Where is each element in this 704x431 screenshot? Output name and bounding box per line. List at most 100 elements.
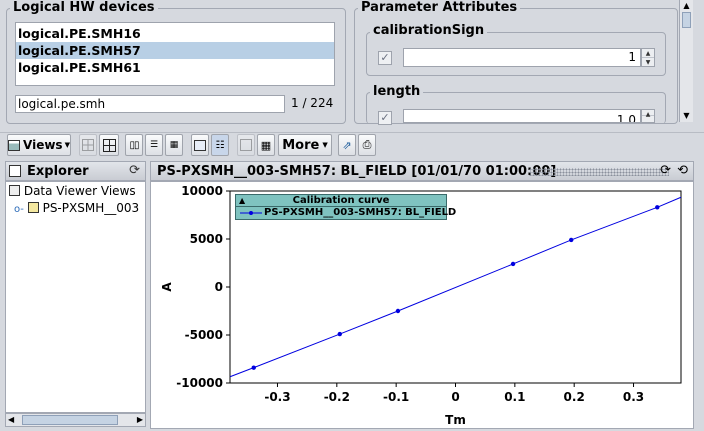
chart-area: -10000 -5000 0 5000 10000 -0.3 -0.2 -0.1 0 0.1 0.2…	[150, 181, 694, 429]
data-point	[337, 331, 342, 337]
y-tick-label: -5000	[185, 328, 223, 342]
calibration-chart[interactable]: -10000 -5000 0 5000 10000 -0.3 -0.2 -0.1 0 0.1 0.2…	[151, 182, 693, 428]
hw-device-list[interactable]: logical.PE.SMH16 logical.PE.SMH57 logica…	[15, 22, 335, 86]
y-axis-label: A	[160, 282, 174, 292]
tree-folder-icon	[9, 185, 20, 196]
legend-entry: PS-PXSMH__003-SMH57: BL_FIELD	[236, 207, 456, 219]
param-name: calibrationSign	[370, 23, 488, 38]
legend-title: Calibration curve	[292, 195, 390, 206]
param-value-field[interactable]: 1.0	[403, 109, 641, 123]
tree-node-label: PS-PXSMH__003	[42, 201, 140, 215]
scroll-thumb[interactable]	[682, 12, 691, 28]
split-grid-icon	[102, 138, 116, 152]
views-icon	[8, 139, 21, 151]
grid-layout-button[interactable]	[79, 134, 97, 156]
x-tick-label: 0	[451, 390, 459, 404]
list-view-button[interactable]: ☷	[211, 134, 229, 156]
x-tick-label: -0.3	[264, 390, 290, 404]
scroll-left-icon[interactable]: ◀	[8, 415, 15, 424]
param-group-calibration-sign	[366, 32, 666, 76]
data-point	[569, 237, 574, 243]
tiles-icon: ▦	[169, 140, 179, 150]
data-point	[251, 365, 256, 370]
columns-icon: ▯▯	[129, 139, 139, 151]
tree-node-root[interactable]: Data Viewer Views	[9, 184, 136, 198]
table-icon: ▦	[260, 138, 272, 152]
scroll-down-icon[interactable]: ▼	[683, 111, 690, 120]
split-layout-button[interactable]	[99, 134, 119, 156]
sync-icon[interactable]: ⟳	[129, 163, 140, 178]
explorer-header: Explorer ⟳	[5, 161, 146, 181]
data-point	[510, 261, 516, 267]
tree-node-label: Data Viewer Views	[23, 184, 136, 198]
hw-devices-panel	[6, 8, 346, 124]
legend-series-label: PS-PXSMH__003-SMH57: BL_FIELD	[264, 207, 457, 218]
x-tick-label: 0.3	[623, 390, 644, 404]
legend-header: ▲ Calibration curve	[236, 195, 446, 207]
rows-icon: ☰	[149, 140, 159, 150]
x-tick-label: 0.2	[564, 390, 585, 404]
scroll-thumb[interactable]	[22, 415, 118, 425]
views-label: Views	[23, 138, 63, 152]
chart-legend[interactable]: ▲ Calibration curve PS-PXSMH__003-SMH57:…	[235, 194, 456, 220]
param-checkbox[interactable]: ✓	[378, 51, 392, 65]
list-item[interactable]: logical.PE.SMH61	[18, 60, 141, 75]
list-item[interactable]: logical.PE.SMH16	[18, 26, 141, 41]
data-point	[395, 308, 401, 314]
param-value-field[interactable]: 1	[403, 48, 641, 67]
export-icon: ⇗	[342, 138, 352, 152]
toolbar: Views ▼ ▯▯ ☰ ▦ ☷ ▦ More ▼ ⇗ ⎙	[0, 132, 704, 158]
tree-expand-icon[interactable]: o-	[14, 204, 24, 215]
tiles-button[interactable]: ▦	[165, 134, 183, 156]
list-item-selected[interactable]: logical.PE.SMH57	[16, 42, 334, 59]
device-count: 1 / 224	[291, 96, 334, 110]
chart-settings-icon	[194, 139, 206, 151]
x-tick-label: -0.2	[324, 390, 350, 404]
param-checkbox[interactable]: ✓	[378, 111, 392, 125]
param-spinner[interactable]: ▲ ▼	[641, 48, 655, 67]
tree-node-child[interactable]: o- PS-PXSMH__003	[14, 201, 139, 215]
refresh-icon[interactable]: ⟲	[677, 163, 688, 178]
columns-button[interactable]: ▯▯	[125, 134, 143, 156]
x-tick-label: -0.1	[383, 390, 409, 404]
more-button[interactable]: More ▼	[278, 134, 332, 156]
explorer-tree: Data Viewer Views o- PS-PXSMH__003	[5, 181, 146, 413]
grid-icon	[82, 139, 94, 151]
param-name: length	[370, 84, 424, 99]
param-scrollbar[interactable]: ▲ ▼	[679, 0, 693, 122]
chart-settings-button[interactable]	[191, 134, 209, 156]
list-view-icon: ☷	[215, 139, 225, 151]
scroll-right-icon[interactable]: ▶	[136, 415, 143, 424]
single-view-button[interactable]	[237, 134, 255, 156]
hw-devices-title: Logical HW devices	[10, 0, 158, 15]
table-view-button[interactable]: ▦	[257, 134, 275, 156]
viewer-header: PS-PXSMH__003-SMH57: BL_FIELD [01/01/70 …	[150, 161, 694, 181]
explorer-icon	[9, 165, 21, 177]
print-button[interactable]: ⎙	[358, 134, 376, 156]
device-filter-input[interactable]	[15, 95, 285, 113]
param-attributes-title: Parameter Attributes	[358, 0, 521, 15]
param-group-length	[366, 92, 666, 124]
legend-line-marker	[240, 211, 262, 215]
y-tick-label: 0	[215, 280, 223, 294]
explorer-hscrollbar[interactable]: ◀ ▶	[5, 413, 146, 427]
views-button[interactable]: Views ▼	[7, 134, 71, 156]
sync-icon[interactable]: ⟳	[660, 163, 671, 178]
scroll-up-icon[interactable]: ▲	[683, 1, 690, 10]
series-line	[229, 196, 682, 378]
data-point	[655, 205, 660, 210]
single-view-icon	[240, 139, 252, 151]
explorer-title: Explorer	[27, 164, 89, 179]
collapse-icon[interactable]: ▲	[239, 196, 246, 205]
chart-view-icon	[27, 202, 39, 213]
y-tick-label: -10000	[176, 376, 223, 390]
x-axis-label: Tm	[445, 413, 466, 427]
y-tick-label: 5000	[190, 232, 223, 246]
export-button[interactable]: ⇗	[338, 134, 356, 156]
param-spinner[interactable]: ▲	[641, 109, 655, 123]
print-icon: ⎙	[362, 138, 372, 151]
more-label: More	[282, 137, 320, 153]
x-tick-label: 0.1	[504, 390, 525, 404]
y-tick-label: 10000	[181, 184, 223, 198]
rows-button[interactable]: ☰	[145, 134, 163, 156]
